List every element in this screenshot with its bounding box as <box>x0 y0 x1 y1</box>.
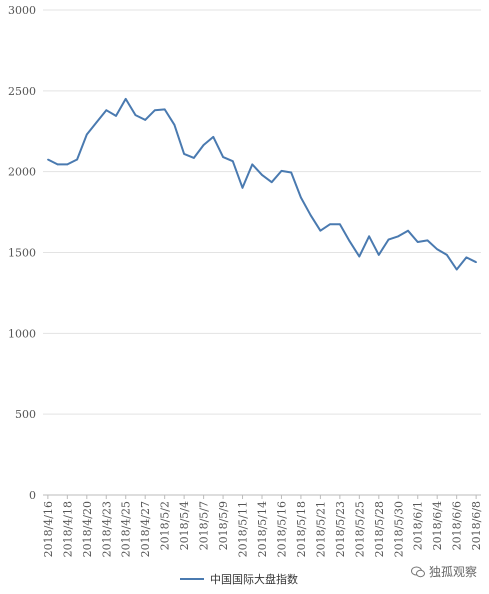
x-tick-label: 2018/4/25 <box>120 501 133 557</box>
x-tick-label: 2018/5/7 <box>198 501 211 550</box>
x-tick-label: 2018/4/27 <box>139 501 152 557</box>
data-point <box>290 171 293 174</box>
data-point <box>475 261 477 264</box>
data-point <box>202 144 205 146</box>
data-point <box>56 163 59 166</box>
x-tick-label: 2018/6/4 <box>431 501 444 550</box>
data-point <box>455 268 458 271</box>
data-point <box>309 214 312 217</box>
y-tick-label: 2500 <box>8 85 36 98</box>
x-tick-label: 2018/5/4 <box>178 501 191 550</box>
x-tick-label: 2018/6/8 <box>470 501 483 550</box>
x-tick-label: 2018/5/21 <box>314 501 327 557</box>
legend: 中国国际大盘指数 <box>180 572 298 586</box>
watermark: 独孤观察 <box>410 563 477 580</box>
x-tick-label: 2018/4/20 <box>81 501 94 557</box>
y-axis: 0 500 1000 1500 2000 2500 3000 <box>8 4 36 502</box>
data-point <box>446 254 448 256</box>
data-point <box>319 229 322 232</box>
data-point <box>329 223 331 226</box>
data-point <box>95 121 98 124</box>
data-point <box>261 174 263 176</box>
data-point <box>387 238 390 241</box>
data-point <box>173 123 176 126</box>
x-tick-label: 2018/5/28 <box>373 501 386 557</box>
data-point <box>251 163 254 166</box>
data-point <box>154 109 156 112</box>
data-point <box>144 119 146 121</box>
series-line <box>47 97 477 271</box>
data-point <box>241 187 244 189</box>
data-point <box>232 160 234 162</box>
data-point <box>465 256 468 259</box>
legend-label: 中国国际大盘指数 <box>210 572 298 586</box>
data-point <box>280 170 283 172</box>
y-tick-label: 3000 <box>8 4 36 17</box>
x-tick-label: 2018/5/18 <box>295 501 308 557</box>
data-point <box>222 156 224 158</box>
data-point <box>47 158 49 161</box>
data-point <box>426 239 429 242</box>
data-point <box>76 158 78 161</box>
gridlines <box>43 9 481 496</box>
x-tick-label: 2018/4/18 <box>61 501 74 557</box>
y-tick-label: 0 <box>29 489 36 502</box>
data-point <box>368 235 370 238</box>
wechat-icon <box>410 566 425 577</box>
data-point <box>348 240 351 242</box>
x-tick-label: 2018/5/2 <box>159 501 172 550</box>
x-tick-label: 2018/5/11 <box>237 501 250 557</box>
data-point <box>407 229 409 232</box>
data-point <box>86 133 88 136</box>
x-tick-label: 2018/5/9 <box>217 501 230 550</box>
x-tick-label: 2018/4/23 <box>100 501 113 557</box>
data-point <box>193 157 195 159</box>
y-tick-label: 2000 <box>8 166 36 179</box>
series-layer <box>47 97 477 271</box>
data-point <box>378 254 380 256</box>
x-tick-label: 2018/5/30 <box>392 501 405 557</box>
data-point <box>358 255 361 258</box>
x-axis: 2018/4/16 2018/4/18 2018/4/20 2018/4/23 2018… <box>42 495 483 557</box>
y-tick-label: 500 <box>15 408 36 421</box>
data-point <box>416 241 419 243</box>
x-tick-label: 2018/5/16 <box>275 501 288 557</box>
data-point <box>397 235 400 238</box>
data-point <box>300 196 302 199</box>
x-tick-label: 2018/6/6 <box>451 501 464 550</box>
x-tick-label: 2018/4/16 <box>42 501 55 557</box>
x-tick-label: 2018/5/25 <box>353 501 366 557</box>
watermark-text: 独孤观察 <box>428 565 477 579</box>
data-point <box>436 248 439 251</box>
data-point <box>66 163 69 166</box>
x-tick-label: 2018/6/1 <box>412 501 425 550</box>
data-point <box>163 108 166 111</box>
data-point <box>270 181 273 183</box>
x-tick-label: 2018/5/14 <box>256 501 269 557</box>
data-point <box>124 98 127 100</box>
data-point <box>339 223 341 226</box>
data-point <box>105 109 108 112</box>
data-point <box>183 153 185 155</box>
x-tick-label: 2018/5/23 <box>334 501 347 557</box>
y-tick-label: 1000 <box>8 327 36 340</box>
data-point <box>134 114 137 116</box>
y-tick-label: 1500 <box>8 247 36 260</box>
data-point <box>115 115 117 117</box>
data-point <box>212 136 215 138</box>
